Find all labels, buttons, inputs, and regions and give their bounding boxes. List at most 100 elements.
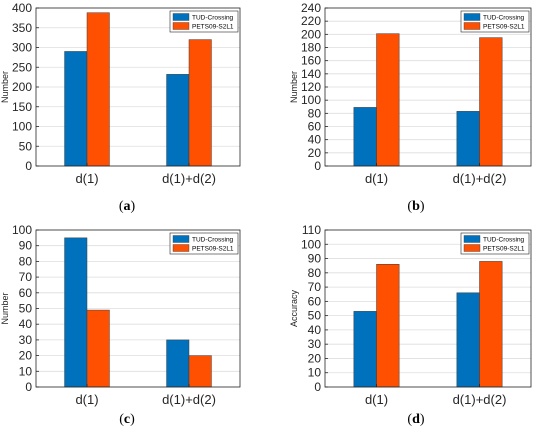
y-tick-label: 350 <box>12 21 32 35</box>
y-axis-label: Number <box>289 71 299 103</box>
y-tick-label: 100 <box>12 223 32 237</box>
legend-swatch <box>463 244 481 252</box>
axes-box <box>35 7 241 167</box>
y-tick-label: 120 <box>301 80 321 94</box>
y-tick-label: 300 <box>12 41 32 55</box>
x-tick-label: d(1) <box>75 171 98 186</box>
bar-pets09-s2l1-2 <box>479 37 503 167</box>
y-tick-label: 240 <box>301 1 321 15</box>
x-tick-label: d(1) <box>365 171 388 186</box>
legend: TUD-Crossing PETS09-S2L1 <box>460 10 530 33</box>
y-tick-label: 10 <box>308 366 322 380</box>
bar-pets09-s2l1-1 <box>86 12 110 167</box>
legend-label: PETS09-S2L1 <box>483 24 525 31</box>
y-tick-label: 40 <box>19 317 33 331</box>
bar-tud-crossing-1 <box>64 237 88 388</box>
y-tick-label: 70 <box>19 270 33 284</box>
y-axis-label: Number <box>0 71 10 103</box>
y-tick-label: 40 <box>308 323 322 337</box>
y-tick-label: 20 <box>308 146 322 160</box>
axes-box <box>324 229 532 388</box>
legend-swatch <box>172 22 190 30</box>
y-tick-label: 100 <box>301 93 321 107</box>
y-tick-label: 50 <box>19 139 33 153</box>
bar-tud-crossing-2 <box>456 111 480 167</box>
y-tick-label: 50 <box>19 302 33 316</box>
bar-tud-crossing-2 <box>166 339 190 388</box>
bar-pets09-s2l1-1 <box>86 309 110 388</box>
y-tick-label: 250 <box>12 60 32 74</box>
y-tick-label: 140 <box>301 67 321 81</box>
y-tick-label: 0 <box>25 159 32 173</box>
bar-pets09-s2l1-2 <box>188 355 212 388</box>
bar-pets09-s2l1-2 <box>188 39 212 167</box>
chart-panel-a: 0 50 100 150 200 250 300 350 400 d(1) d(1)+d(2) Num… <box>0 1 241 214</box>
panel-caption: (c) <box>119 412 135 427</box>
y-tick-label: 30 <box>19 333 33 347</box>
axes-box <box>324 7 532 167</box>
bar-pets09-s2l1-1 <box>376 264 400 388</box>
y-tick-label: 400 <box>12 1 32 15</box>
y-tick-label: 0 <box>25 380 32 394</box>
y-tick-label: 150 <box>12 100 32 114</box>
legend: TUD-Crossing PETS09-S2L1 <box>460 232 530 255</box>
x-tick-label: d(1)+d(2) <box>162 171 216 186</box>
y-axis-label: Accuracy <box>289 289 299 327</box>
y-tick-label: 180 <box>301 41 321 55</box>
panel-caption: (a) <box>119 199 136 214</box>
y-tick-label: 40 <box>308 133 322 147</box>
y-tick-label: 90 <box>308 252 322 266</box>
y-tick-label: 50 <box>308 309 322 323</box>
y-tick-label: 0 <box>314 159 321 173</box>
y-tick-label: 110 <box>302 223 321 237</box>
legend-label: TUD-Crossing <box>483 15 525 22</box>
legend: TUD-Crossing PETS09-S2L1 <box>169 10 239 33</box>
y-tick-label: 80 <box>308 266 322 280</box>
y-tick-label: 80 <box>19 254 33 268</box>
y-tick-label: 70 <box>308 280 322 294</box>
y-tick-label: 30 <box>308 337 322 351</box>
legend-label: TUD-Crossing <box>483 237 525 244</box>
y-tick-label: 100 <box>12 120 32 134</box>
y-tick-label: 220 <box>301 14 321 28</box>
x-tick-label: d(1) <box>75 392 98 407</box>
x-tick-label: d(1)+d(2) <box>162 392 216 407</box>
legend-swatch <box>172 244 190 252</box>
axes-box <box>35 229 241 388</box>
x-tick-label: d(1)+d(2) <box>453 392 507 407</box>
x-tick-label: d(1) <box>365 392 388 407</box>
panel-caption: (d) <box>407 412 424 427</box>
legend-label: TUD-Crossing <box>192 237 234 244</box>
bar-pets09-s2l1-2 <box>479 261 503 388</box>
legend-swatch <box>463 235 481 243</box>
legend-swatch <box>172 13 190 21</box>
legend-label: PETS09-S2L1 <box>192 246 234 253</box>
y-tick-label: 80 <box>308 106 322 120</box>
y-axis-label: Number <box>0 292 10 324</box>
legend: TUD-Crossing PETS09-S2L1 <box>169 232 239 255</box>
legend-swatch <box>463 13 481 21</box>
y-tick-label: 60 <box>308 294 322 308</box>
y-tick-label: 200 <box>301 27 321 41</box>
legend-label: TUD-Crossing <box>192 15 234 22</box>
legend-label: PETS09-S2L1 <box>192 24 234 31</box>
bar-tud-crossing-1 <box>353 107 377 167</box>
y-tick-label: 10 <box>19 364 33 378</box>
bar-tud-crossing-2 <box>166 74 190 167</box>
y-tick-label: 20 <box>308 351 322 365</box>
y-tick-label: 0 <box>314 380 321 394</box>
legend-swatch <box>172 235 190 243</box>
panel-caption: (b) <box>407 199 424 214</box>
x-tick-label: d(1)+d(2) <box>453 171 507 186</box>
bar-tud-crossing-1 <box>353 311 377 388</box>
y-tick-label: 20 <box>19 349 33 363</box>
bar-tud-crossing-2 <box>456 292 480 388</box>
y-tick-label: 60 <box>19 286 33 300</box>
y-tick-label: 60 <box>308 120 322 134</box>
y-tick-label: 90 <box>19 239 33 253</box>
y-tick-label: 200 <box>12 80 32 94</box>
